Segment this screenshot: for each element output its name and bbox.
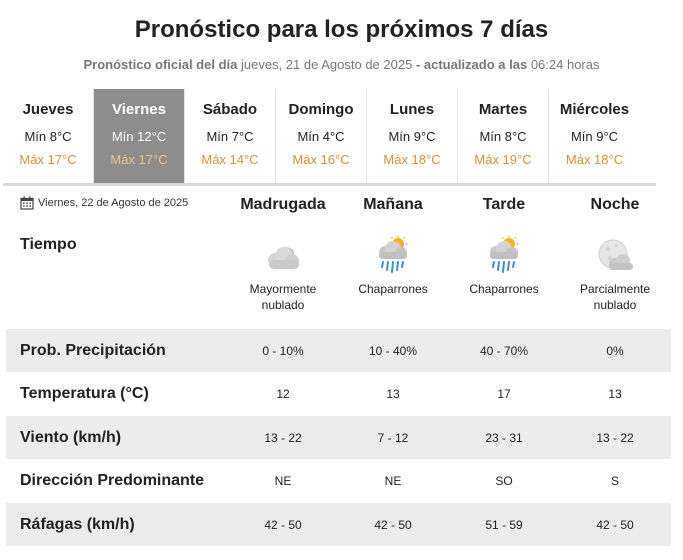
day-name: Lunes	[389, 101, 435, 118]
day-max-temp: Máx 19°C	[474, 152, 532, 167]
row-wind: Viento (km/h) 13 - 22 7 - 12 23 - 31 13 …	[6, 416, 671, 459]
day-min-temp: Mín 8°C	[24, 129, 72, 144]
row-label: Ráfagas (km/h)	[20, 515, 135, 533]
condition-manana: Chaparrones	[358, 282, 428, 296]
calendar-icon	[20, 196, 34, 210]
row-value: 0 - 10%	[262, 343, 304, 358]
subtitle-date: jueves, 21 de Agosto de 2025	[241, 57, 413, 72]
period-manana: Mañana	[363, 196, 423, 213]
row-gusts: Ráfagas (km/h) 42 - 50 42 - 50 51 - 59 4…	[6, 503, 671, 546]
day-name: Domingo	[288, 101, 354, 118]
day-max-temp: Máx 14°C	[201, 152, 259, 167]
day-min-temp: Mín 9°C	[388, 129, 436, 144]
page-title: Pronóstico para los próximos 7 días	[134, 16, 549, 43]
day-tab-miercoles[interactable]: Miércoles Mín 9°C Máx 18°C	[549, 89, 640, 183]
row-value: 40 - 70%	[479, 343, 529, 358]
day-tab-martes[interactable]: Martes Mín 8°C Máx 19°C	[458, 89, 549, 183]
day-min-temp: Mín 4°C	[297, 129, 345, 144]
row-value: 0%	[606, 343, 624, 358]
row-label: Temperatura (°C)	[20, 384, 149, 402]
day-max-temp: Máx 18°C	[383, 152, 441, 167]
period-madrugada: Madrugada	[240, 196, 326, 213]
row-value: 42 - 50	[374, 517, 412, 532]
row-value: 13	[608, 386, 622, 401]
row-precipitation: Prob. Precipitación 0 - 10% 10 - 40% 40 …	[6, 329, 671, 372]
row-label: Prob. Precipitación	[20, 341, 166, 359]
row-value: 13	[386, 386, 400, 401]
row-value: 7 - 12	[377, 430, 409, 445]
day-min-temp: Mín 8°C	[479, 129, 527, 144]
subtitle-updated: - actualizado a las	[415, 57, 528, 72]
row-label: Dirección Predominante	[20, 471, 205, 489]
day-min-temp: Mín 12°C	[111, 129, 167, 144]
day-tab-jueves[interactable]: Jueves Mín 8°C Máx 17°C	[3, 89, 94, 183]
day-max-temp: Máx 16°C	[292, 152, 350, 167]
period-noche: Noche	[590, 196, 640, 213]
row-value: 13 - 22	[264, 430, 302, 445]
showers-icon	[379, 236, 408, 273]
condition-noche: Parcialmente nublado	[579, 282, 651, 312]
cloudy-icon	[268, 247, 299, 269]
row-value: SO	[495, 473, 513, 488]
condition-tarde: Chaparrones	[469, 282, 539, 296]
day-min-temp: Mín 7°C	[206, 129, 254, 144]
day-name: Miércoles	[559, 101, 630, 118]
day-name: Viernes	[112, 101, 166, 118]
row-value: S	[610, 473, 619, 488]
selected-date-text: Viernes, 22 de Agosto de 2025	[38, 197, 189, 209]
showers-icon	[490, 236, 519, 273]
day-max-temp: Máx 17°C	[19, 152, 77, 167]
tiempo-label: Tiempo	[20, 236, 77, 253]
forecast-subtitle: Pronóstico oficial del día jueves, 21 de…	[0, 57, 683, 72]
row-value: 42 - 50	[596, 517, 634, 532]
row-value: 12	[276, 386, 290, 401]
selected-date: Viernes, 22 de Agosto de 2025	[20, 196, 188, 210]
day-name: Martes	[478, 101, 528, 118]
row-value: NE	[384, 473, 402, 488]
day-tab-domingo[interactable]: Domingo Mín 4°C Máx 16°C	[276, 89, 367, 183]
day-tab-lunes[interactable]: Lunes Mín 9°C Máx 18°C	[367, 89, 458, 183]
subtitle-time: 06:24 horas	[530, 57, 600, 72]
row-temperature: Temperatura (°C) 12 13 17 13	[6, 372, 671, 415]
day-name: Sábado	[202, 101, 258, 118]
day-tab-viernes[interactable]: Viernes Mín 12°C Máx 17°C	[94, 89, 185, 183]
row-value: 10 - 40%	[368, 343, 418, 358]
day-max-temp: Máx 17°C	[110, 152, 168, 167]
row-wind-direction: Dirección Predominante NE NE SO S	[6, 459, 671, 502]
row-value: 17	[497, 386, 511, 401]
row-value: 42 - 50	[264, 517, 302, 532]
period-tarde: Tarde	[482, 196, 526, 213]
day-tab-sabado[interactable]: Sábado Mín 7°C Máx 14°C	[185, 89, 276, 183]
day-tabs: Jueves Mín 8°C Máx 17°C Viernes Mín 12°C…	[3, 89, 656, 186]
condition-madrugada: Mayormente nublado	[249, 282, 317, 312]
row-value: 13 - 22	[596, 430, 634, 445]
night-partly-cloudy-icon	[598, 239, 633, 270]
day-name: Jueves	[22, 101, 74, 118]
row-label: Viento (km/h)	[20, 428, 122, 446]
row-value: 51 - 59	[485, 517, 523, 532]
subtitle-official: Pronóstico oficial del día	[83, 57, 238, 72]
row-value: 23 - 31	[485, 430, 523, 445]
day-min-temp: Mín 9°C	[570, 129, 619, 144]
row-value: NE	[274, 473, 292, 488]
day-max-temp: Máx 18°C	[565, 152, 624, 167]
